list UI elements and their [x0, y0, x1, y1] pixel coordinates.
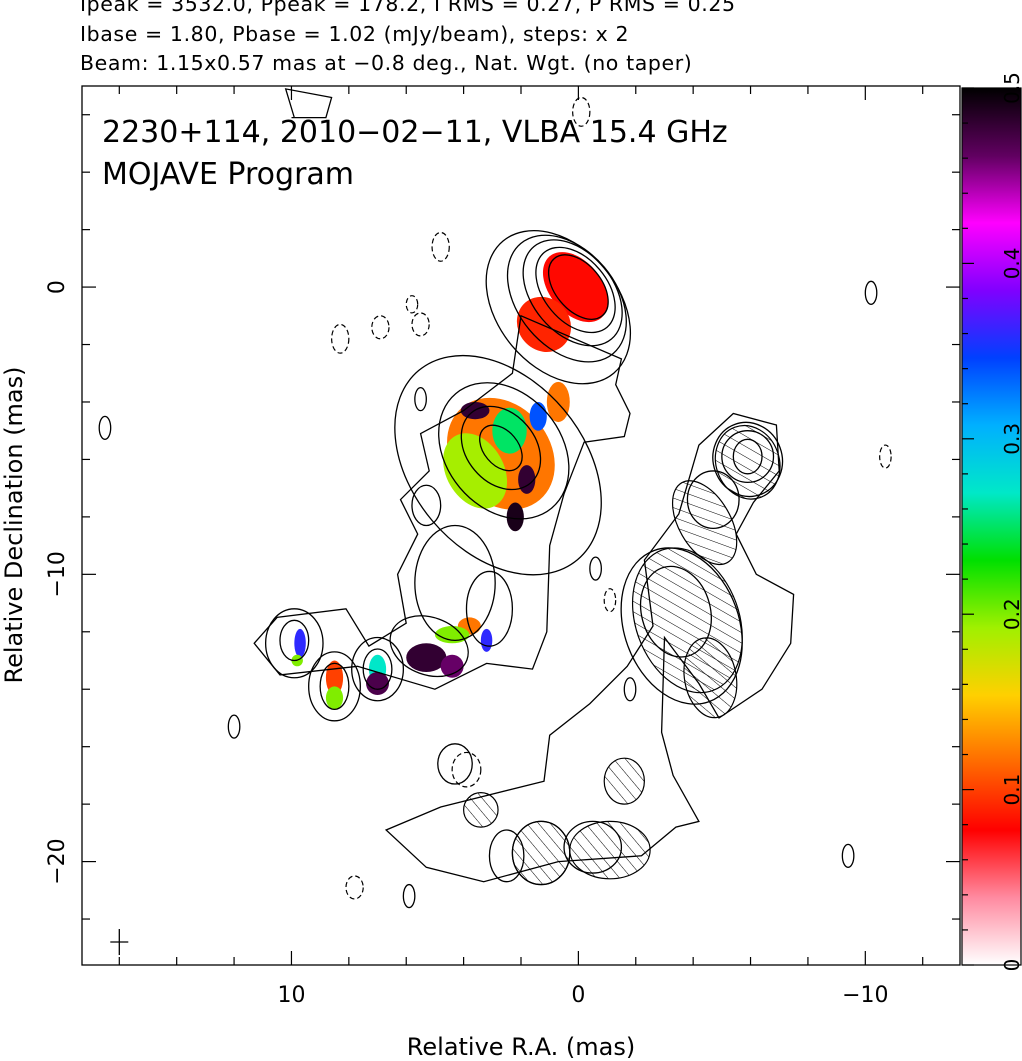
x-tick-label: −10 — [842, 983, 888, 1008]
colorbar-tick-label: 0.3 — [1000, 423, 1022, 455]
polarization-region — [434, 626, 470, 644]
x-axis-label: Relative R.A. (mas) — [407, 1033, 635, 1061]
hatched-region — [569, 820, 651, 880]
hatched-region — [603, 757, 645, 805]
negative-contour — [371, 315, 390, 340]
extended-jet-outline — [253, 88, 795, 883]
intensity-contour — [465, 570, 514, 647]
jet-outline-contour — [284, 88, 333, 119]
negative-contour — [331, 323, 350, 354]
intensity-contour — [547, 254, 609, 320]
plot-subtitle: MOJAVE Program — [102, 157, 354, 192]
colorbar-tick-label: 0.2 — [1000, 598, 1022, 630]
negative-contour — [603, 588, 617, 613]
intensity-contour — [485, 229, 632, 385]
colorbar-tick-label: 0 — [1000, 959, 1022, 972]
polarization-region — [480, 628, 493, 652]
axis-ticks — [82, 86, 960, 965]
intensity-contour — [864, 280, 878, 305]
x-tick-label: 0 — [571, 983, 585, 1008]
jet-outline-contour — [253, 314, 631, 690]
polarization-region — [325, 686, 344, 710]
negative-contour — [345, 875, 364, 900]
intensity-contour — [506, 234, 627, 363]
intensity-contour — [362, 648, 393, 690]
intensity-contour — [589, 556, 602, 581]
y-tick-label: −10 — [45, 551, 70, 597]
intensity-contour — [623, 677, 637, 702]
intensity-contour — [351, 636, 405, 702]
colorbar-ticks — [962, 87, 974, 966]
axis-tick-labels: 10 0 −10 0 −10 −20 — [45, 280, 889, 1008]
polarization-region — [516, 296, 572, 352]
polarization-region — [529, 401, 547, 431]
header-beam: Beam: 1.15x0.57 mas at −0.8 deg., Nat. W… — [80, 51, 693, 75]
intensity-contour — [227, 714, 241, 739]
intensity-contour — [279, 619, 310, 662]
colorbar-tick-label: 0.4 — [1000, 247, 1022, 279]
intensity-contour — [394, 354, 602, 576]
hatched-region — [671, 480, 738, 566]
x-tick-label: 10 — [277, 983, 305, 1008]
intensity-contour — [411, 484, 442, 527]
header-peak-rms: Ipeak = 3532.0, Ppeak = 178.2, I RMS = 0… — [80, 0, 736, 16]
colorbar-tick-label: 0.1 — [1000, 774, 1022, 806]
hatched-region — [714, 424, 781, 500]
negative-contour — [451, 751, 482, 788]
negative-contour-layer — [331, 96, 892, 900]
negative-contour — [431, 231, 450, 262]
hatched-region — [511, 820, 571, 886]
intensity-contour — [437, 743, 473, 785]
polarization-region — [294, 628, 306, 658]
polarization-region — [518, 465, 536, 494]
y-tick-label: −20 — [45, 838, 70, 884]
intensity-contour — [402, 883, 416, 909]
colorbar-tick-labels: 0 0.1 0.2 0.3 0.4 0.5 — [1000, 72, 1022, 971]
polarization-region — [440, 654, 464, 678]
intensity-contour — [98, 415, 112, 440]
jet-outline-contour — [384, 412, 795, 883]
y-axis-label: Relative Declination (mas) — [0, 366, 28, 683]
negative-contour — [572, 96, 591, 127]
beam-cross-marker — [110, 929, 129, 956]
y-tick-label: 0 — [45, 280, 70, 294]
intensity-contour — [414, 524, 496, 642]
intensity-contour — [479, 424, 523, 472]
header-base-levels: Ibase = 1.80, Pbase = 1.02 (mJy/beam), s… — [80, 22, 630, 46]
intensity-contour — [841, 843, 855, 868]
intensity-contour — [460, 405, 542, 491]
hatched-region — [683, 637, 738, 719]
polarization-region — [406, 643, 447, 672]
intensity-contour — [535, 246, 616, 334]
intensity-contour — [264, 608, 324, 679]
polarization-region — [366, 672, 390, 695]
negative-contour — [405, 295, 419, 314]
negative-contour — [411, 312, 430, 337]
intensity-contour — [319, 662, 350, 710]
hatched-region — [463, 792, 499, 828]
negative-contour — [879, 444, 892, 469]
intensity-contour — [414, 386, 427, 412]
hatched-polarization-layer — [463, 424, 781, 886]
plot-title: 2230+114, 2010−02−11, VLBA 15.4 GHz — [102, 115, 728, 150]
polarization-region — [546, 381, 570, 423]
intensity-contour — [308, 651, 361, 722]
polarization-region — [492, 407, 527, 454]
colorbar-tick-label: 0.5 — [1000, 72, 1022, 104]
intensity-contour — [438, 382, 570, 520]
polarization-region — [506, 502, 524, 532]
colorbar — [961, 87, 1022, 966]
